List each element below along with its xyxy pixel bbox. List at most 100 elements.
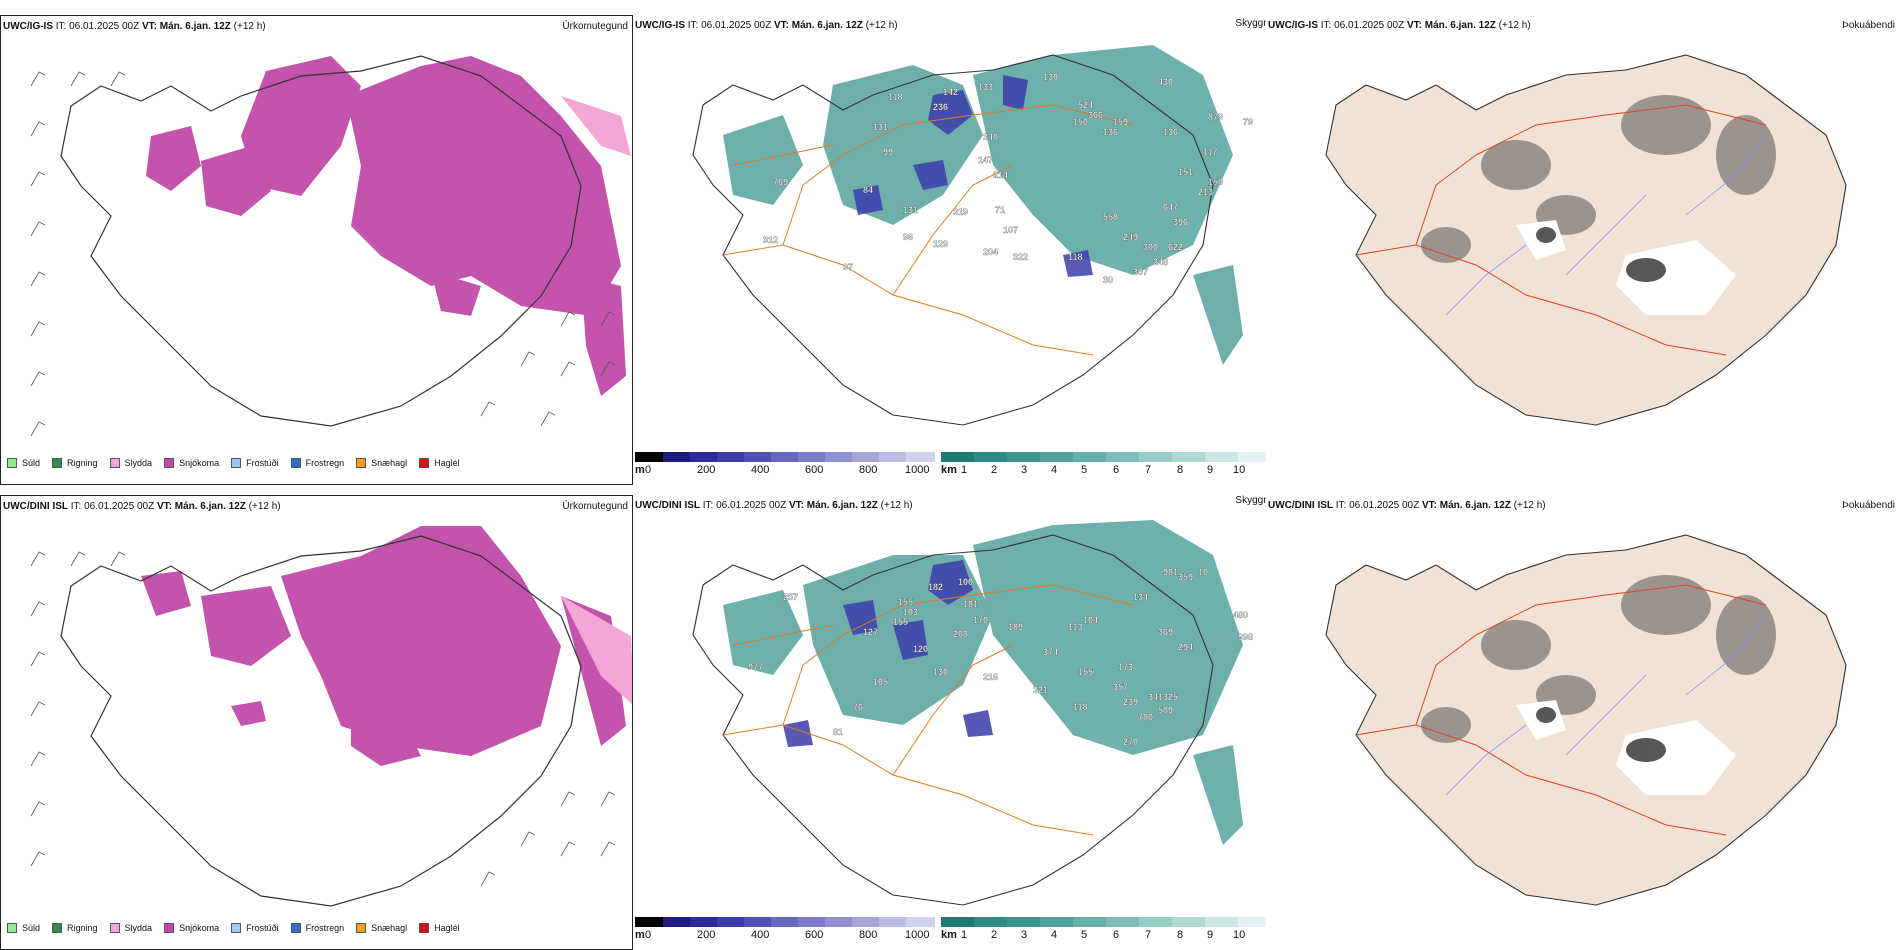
ceiling-height-label: 96 [903, 232, 913, 242]
precip-panel-top: UWC/IG-IS IT: 06.01.2025 00Z VT: Mán. 6.… [0, 15, 633, 485]
ceiling-height-label: 129 [933, 239, 948, 249]
ceiling-height-label: 155 [893, 617, 908, 627]
precip-panel-bottom: UWC/DINI ISL IT: 06.01.2025 00Z VT: Mán.… [0, 495, 633, 950]
panel-type-label: Skyggni [1235, 495, 1266, 506]
ceiling-height-label: 325 [1163, 692, 1178, 702]
ceiling-height-label: 780 [1138, 712, 1153, 722]
fog-map [1325, 54, 1847, 426]
wind-barbs [30, 551, 616, 887]
ceiling-height-label: 204 [983, 247, 998, 257]
ceiling-height-label: 103 [903, 607, 918, 617]
panel-type-label: Þokuábendi [1842, 20, 1895, 31]
ceiling-height-label: 133 [978, 82, 993, 92]
ceiling-height-label: 71 [995, 205, 1005, 215]
ceiling-height-label: 118 [888, 92, 903, 102]
ceiling-height-label: 300 [1143, 242, 1158, 252]
precip-type-legend: Súld Rigning Slydda Snjókoma Frostúði Fr… [7, 458, 460, 468]
visibility-scale-bar [941, 452, 1266, 462]
ceiling-height-label: 130 [933, 667, 948, 677]
ceiling-height-label: 150 [1073, 117, 1088, 127]
ceiling-height-label: 117 [1203, 147, 1218, 157]
ceiling-height-label: 312 [763, 235, 778, 245]
ceiling-height-label: 647 [1163, 202, 1178, 212]
ceiling-height-label: 105 [873, 677, 888, 687]
ceiling-height-label: 189 [1008, 622, 1023, 632]
ceiling-height-label: 221 [1033, 685, 1048, 695]
ceiling-height-label: 369 [1158, 627, 1173, 637]
ceiling-height-label: 558 [1103, 212, 1118, 222]
legend-item: Rigning [52, 923, 98, 933]
ceiling-height-label: 151 [1178, 167, 1193, 177]
legend-swatch [52, 458, 63, 468]
ceiling-height-label: 113 [1068, 622, 1083, 632]
precip-type-legend: Súld Rigning Slydda Snjókoma Frostúði Fr… [7, 923, 460, 933]
iceland-coast [60, 535, 582, 907]
legend-item: Frostregn [290, 923, 344, 933]
snow-areas [146, 56, 626, 396]
low-ceiling-areas [783, 560, 993, 747]
legend-swatch [231, 458, 242, 468]
panel-header: UWC/IG-IS IT: 06.01.2025 00Z VT: Mán. 6.… [1268, 20, 1531, 31]
ceiling-height-label: 84 [863, 185, 873, 195]
fog-panel-top: UWC/IG-IS IT: 06.01.2025 00Z VT: Mán. 6.… [1266, 15, 1899, 485]
ceiling-scale-bar [635, 452, 935, 462]
panel-header: UWC/IG-IS IT: 06.01.2025 00Z VT: Mán. 6.… [635, 20, 898, 31]
ceiling-height-label: 357 [1113, 682, 1128, 692]
legend-item: Snjókoma [164, 923, 219, 933]
legend-swatch [356, 458, 367, 468]
ceiling-height-label: 430 [1158, 77, 1173, 87]
ceiling-height-label: 998 [1238, 632, 1253, 642]
ceiling-scale: m 0 200 400 600 800 1000 [633, 452, 935, 480]
legend-swatch [419, 458, 430, 468]
ceiling-height-label: 170 [973, 615, 988, 625]
ceiling-height-label: 981 [1163, 567, 1178, 577]
ceiling-height-label: 341 [1148, 692, 1163, 702]
iceland-land [1325, 54, 1847, 426]
ceiling-height-label: 340 [983, 132, 998, 142]
precip-map [30, 55, 631, 437]
legend-item: Snæhagl [356, 923, 407, 933]
panel-header: UWC/DINI ISL IT: 06.01.2025 00Z VT: Mán.… [1268, 500, 1546, 511]
ceiling-height-label: 213 [1198, 187, 1213, 197]
ceiling-scale-bar [635, 917, 935, 927]
ceiling-height-label: 155 [1078, 667, 1093, 677]
ceiling-height-label: 248 [1153, 257, 1168, 267]
ceiling-height-label: 76 [853, 702, 863, 712]
snow-areas [141, 526, 626, 766]
ceiling-height-label: 977 [748, 662, 763, 672]
ceiling-height-label: 118 [1073, 702, 1088, 712]
ceiling-height-label: 622 [1168, 242, 1183, 252]
ceiling-height-label: 120 [913, 644, 928, 654]
ceiling-height-label: 130 [1043, 72, 1058, 82]
ceiling-height-label: 147 [978, 155, 993, 165]
legend-item: Frostregn [290, 458, 344, 468]
iceland-land [1325, 534, 1847, 906]
wind-barbs [30, 71, 616, 437]
ceiling-height-label: 374 [1043, 647, 1058, 657]
legend-item: Frostúði [231, 923, 279, 933]
ceiling-height-label: 322 [1013, 252, 1028, 262]
legend-item: Súld [7, 458, 40, 468]
legend-item: Slydda [109, 458, 152, 468]
rivers [1445, 134, 1767, 316]
ceiling-height-label: 131 [873, 122, 888, 132]
road-network [722, 104, 1134, 356]
visibility-scale: km 1 2 3 4 5 6 7 8 9 10 [941, 452, 1266, 480]
ceiling-height-label: 307 [1133, 267, 1148, 277]
legend-swatch [52, 923, 63, 933]
ceiling-height-label: 236 [933, 102, 948, 112]
ceiling-height-label: 319 [953, 207, 968, 217]
ceiling-height-label: 134 [1133, 592, 1148, 602]
road-network [722, 584, 1134, 836]
legend-swatch [164, 923, 175, 933]
low-ceiling-areas [853, 75, 1093, 277]
ceiling-height-label: 136 [1103, 127, 1118, 137]
ceiling-height-label: 99 [883, 147, 893, 157]
panel-header: UWC/DINI ISL IT: 06.01.2025 00Z VT: Mán.… [635, 500, 913, 511]
legend-swatch [164, 458, 175, 468]
visibility-scale: km 1 2 3 4 5 6 7 8 9 10 [941, 917, 1266, 945]
ceiling-height-label: 480 [1233, 610, 1248, 620]
ceiling-height-label: 396 [1173, 217, 1188, 227]
ceiling-panel-bottom: UWC/DINI ISL IT: 06.01.2025 00Z VT: Mán.… [633, 495, 1266, 950]
